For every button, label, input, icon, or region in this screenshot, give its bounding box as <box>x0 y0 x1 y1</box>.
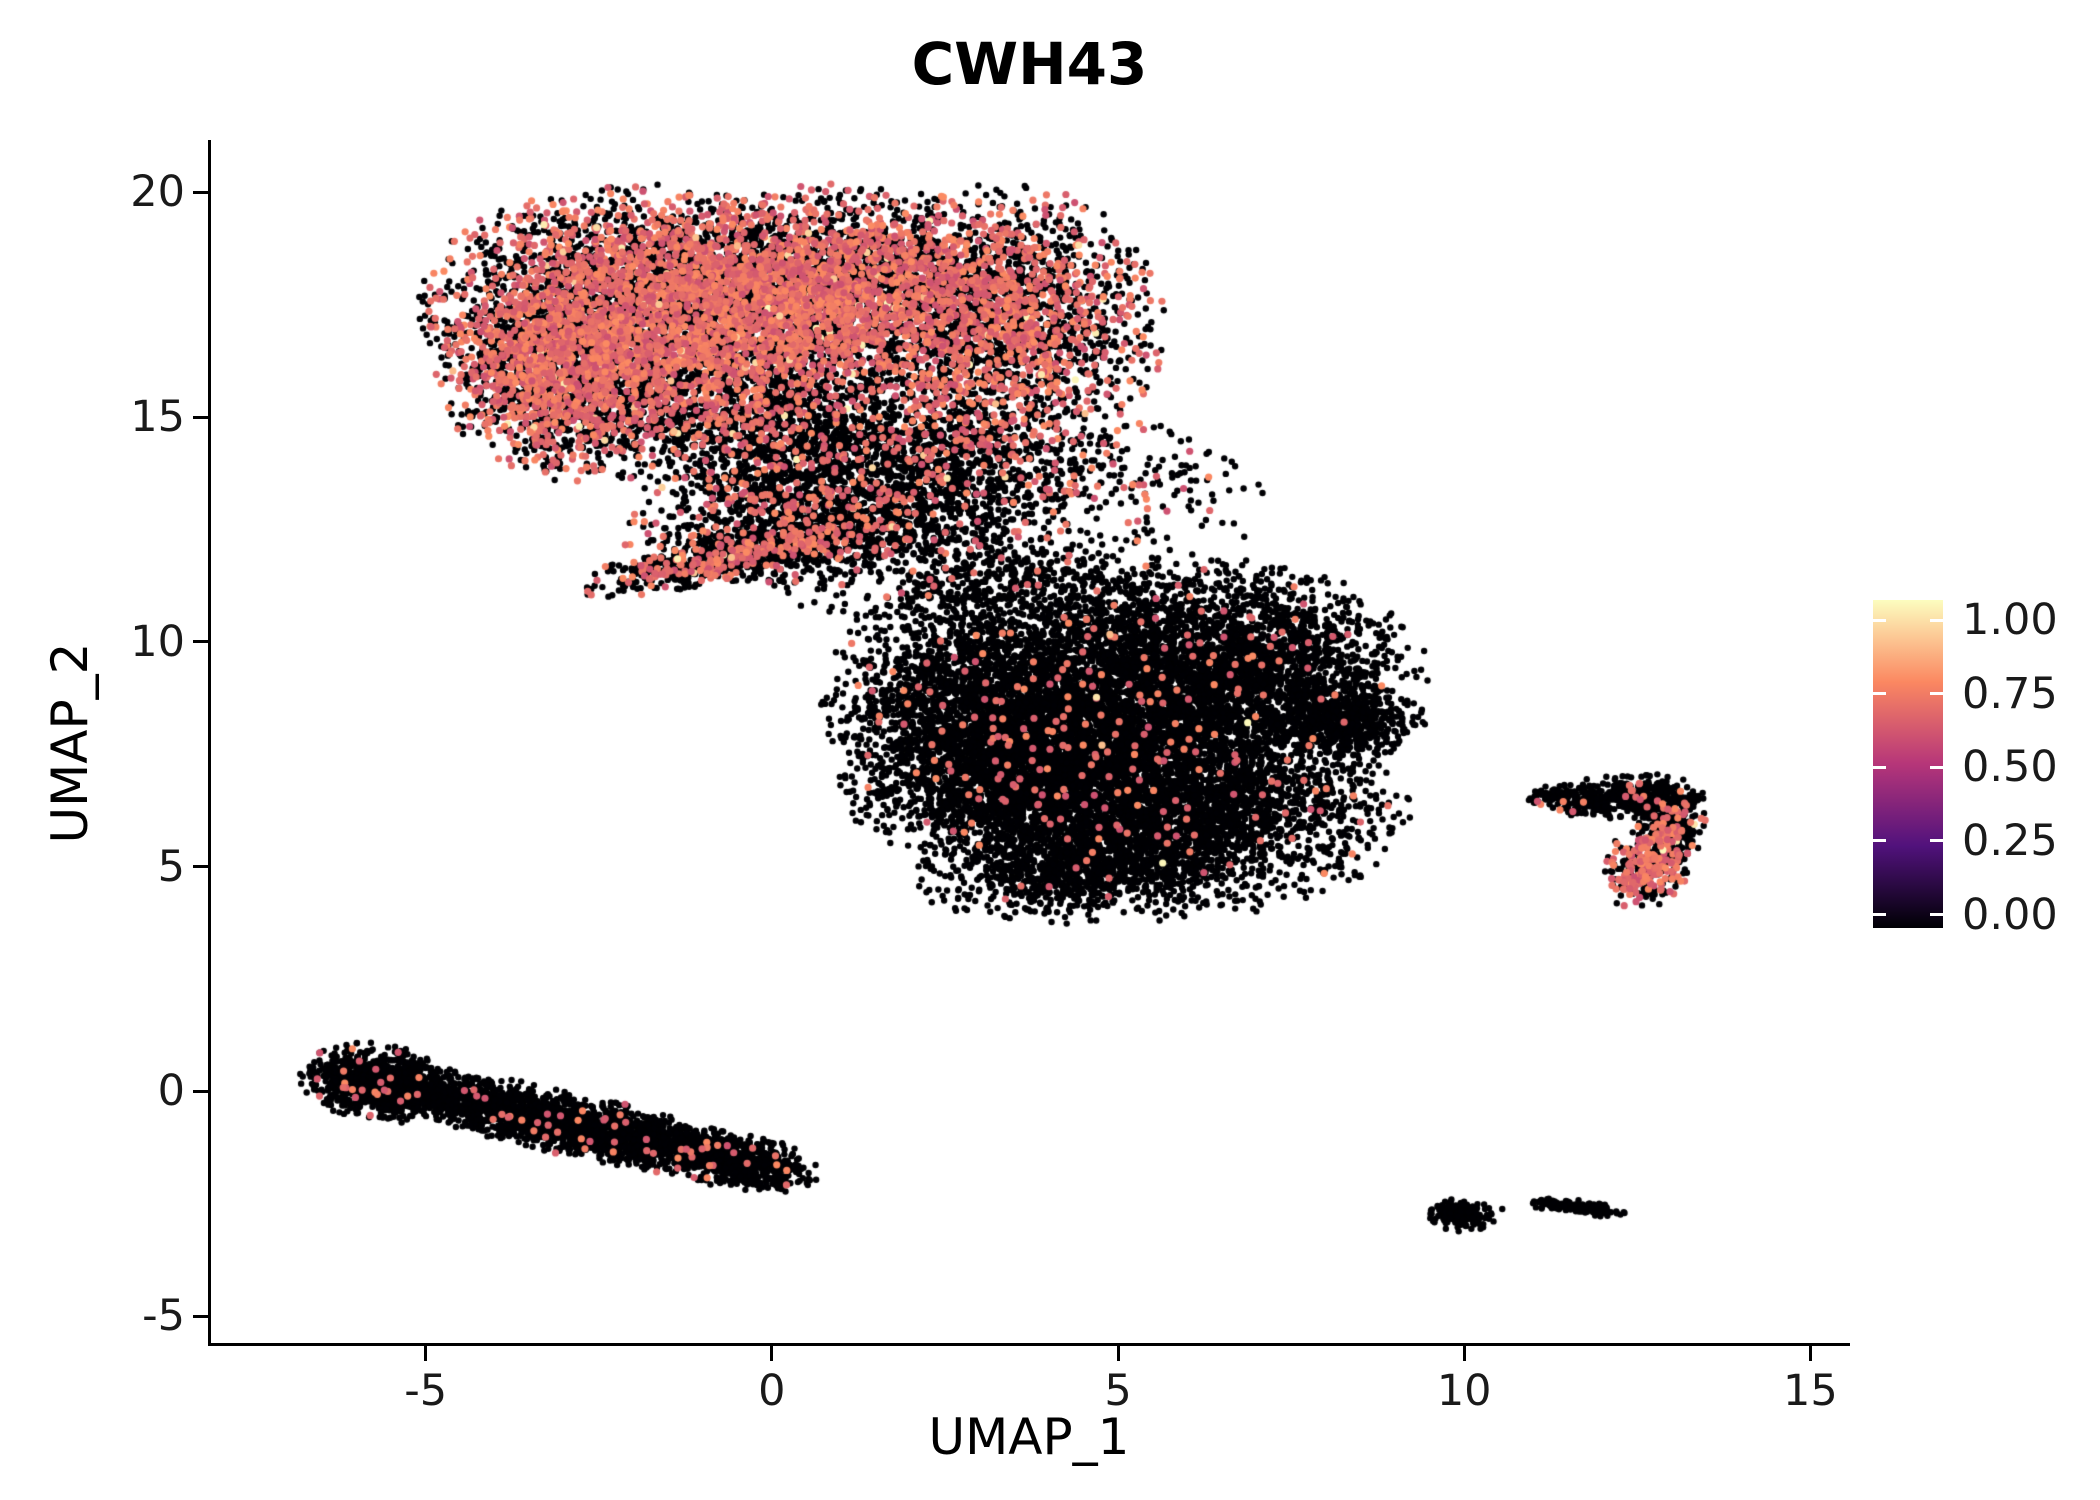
x-axis-tick-mark <box>1462 1346 1466 1361</box>
x-axis-tick-label: 5 <box>1104 1366 1132 1416</box>
colorbar-tick-label: 0.00 <box>1962 889 2058 940</box>
colorbar-tick-mark <box>1873 618 1886 622</box>
x-axis-tick-mark <box>1808 1346 1812 1361</box>
plot-title: CWH43 <box>911 30 1148 98</box>
colorbar-tick-label: 0.50 <box>1962 742 2058 793</box>
y-axis-tick-label: 10 <box>130 616 185 667</box>
x-axis-tick-mark <box>1116 1346 1120 1361</box>
colorbar-tick-mark <box>1930 765 1943 769</box>
y-axis-tick-mark <box>193 865 208 869</box>
colorbar-tick-mark <box>1930 692 1943 696</box>
y-axis-tick-label: 20 <box>130 167 185 218</box>
colorbar-tick-mark <box>1873 692 1886 696</box>
colorbar-tick-mark <box>1930 839 1943 843</box>
x-axis-tick-mark <box>424 1346 428 1361</box>
y-axis-tick-label: 15 <box>130 392 185 443</box>
x-axis-tick-mark <box>770 1346 774 1361</box>
colorbar-tick-mark <box>1873 765 1886 769</box>
x-axis-tick-label: 0 <box>758 1366 786 1416</box>
y-axis-tick-mark <box>193 190 208 194</box>
x-axis-line <box>208 1343 1850 1346</box>
colorbar-tick-label: 1.00 <box>1962 595 2058 646</box>
y-axis-tick-label: -5 <box>142 1291 185 1342</box>
y-axis-tick-label: 5 <box>157 841 185 892</box>
colorbar-tick-mark <box>1873 839 1886 843</box>
colorbar-tick-mark <box>1930 913 1943 917</box>
colorbar-tick-mark <box>1930 618 1943 622</box>
y-axis-tick-mark <box>193 1089 208 1093</box>
y-axis-tick-mark <box>193 1314 208 1318</box>
x-axis-tick-label: 15 <box>1783 1366 1838 1416</box>
colorbar-tick-label: 0.25 <box>1962 815 2058 866</box>
colorbar-tick-label: 0.75 <box>1962 668 2058 719</box>
colorbar-gradient <box>1873 600 1943 928</box>
x-axis-tick-label: -5 <box>404 1366 448 1416</box>
y-axis-tick-mark <box>193 640 208 644</box>
y-axis-tick-mark <box>193 415 208 419</box>
y-axis-line <box>208 140 211 1346</box>
y-axis-tick-label: 0 <box>157 1066 185 1117</box>
colorbar-tick-mark <box>1873 913 1886 917</box>
x-axis-tick-label: 10 <box>1436 1366 1492 1416</box>
x-axis-title: UMAP_1 <box>928 1408 1130 1466</box>
